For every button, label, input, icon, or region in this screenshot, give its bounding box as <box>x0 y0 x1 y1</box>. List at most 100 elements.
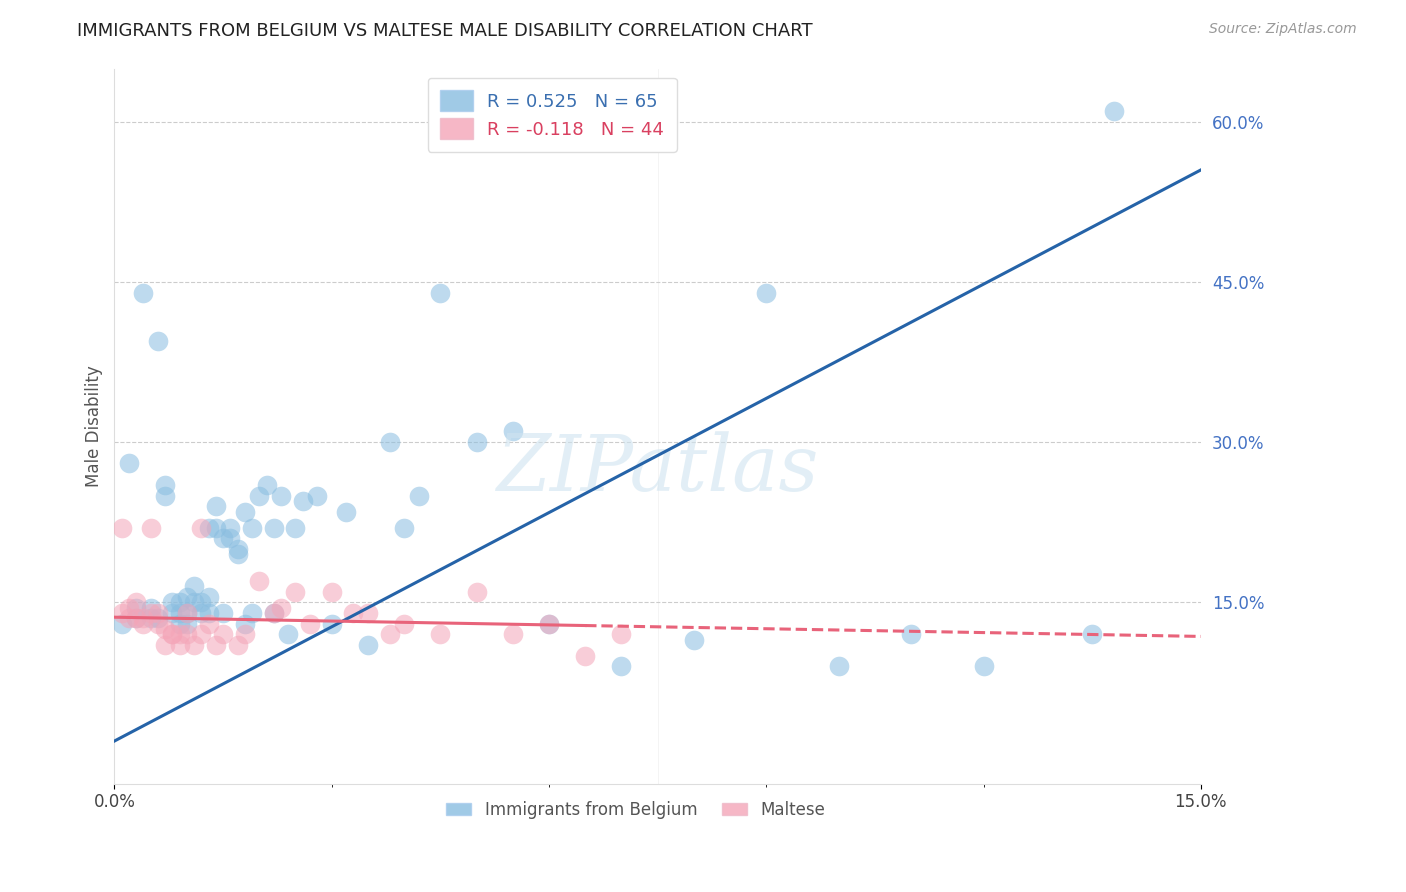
Point <box>429 627 451 641</box>
Point <box>169 638 191 652</box>
Point <box>153 638 176 652</box>
Point <box>233 504 256 518</box>
Point <box>139 520 162 534</box>
Point <box>176 616 198 631</box>
Point <box>190 627 212 641</box>
Point <box>176 590 198 604</box>
Point <box>357 606 380 620</box>
Point <box>357 638 380 652</box>
Point <box>169 627 191 641</box>
Point <box>146 616 169 631</box>
Text: IMMIGRANTS FROM BELGIUM VS MALTESE MALE DISABILITY CORRELATION CHART: IMMIGRANTS FROM BELGIUM VS MALTESE MALE … <box>77 22 813 40</box>
Point <box>139 611 162 625</box>
Point <box>1102 104 1125 119</box>
Point <box>408 489 430 503</box>
Point <box>240 606 263 620</box>
Point <box>169 595 191 609</box>
Point <box>465 584 488 599</box>
Point <box>537 616 560 631</box>
Point <box>828 659 851 673</box>
Point <box>682 632 704 647</box>
Point <box>321 584 343 599</box>
Point <box>111 616 134 631</box>
Point <box>204 499 226 513</box>
Point <box>204 520 226 534</box>
Point <box>118 600 141 615</box>
Point <box>146 606 169 620</box>
Point <box>153 622 176 636</box>
Point <box>146 334 169 348</box>
Point <box>263 606 285 620</box>
Point <box>111 606 134 620</box>
Point <box>321 616 343 631</box>
Point <box>465 435 488 450</box>
Point <box>190 606 212 620</box>
Point <box>378 627 401 641</box>
Point <box>284 584 307 599</box>
Point <box>132 285 155 300</box>
Point <box>176 627 198 641</box>
Point <box>342 606 364 620</box>
Point <box>111 520 134 534</box>
Point <box>190 595 212 609</box>
Point <box>118 611 141 625</box>
Point <box>307 489 329 503</box>
Point <box>1081 627 1104 641</box>
Point <box>212 606 235 620</box>
Point <box>197 520 219 534</box>
Point <box>125 611 148 625</box>
Point <box>153 489 176 503</box>
Point <box>226 638 249 652</box>
Point <box>233 616 256 631</box>
Point <box>256 478 278 492</box>
Point <box>298 616 321 631</box>
Point <box>219 520 242 534</box>
Point <box>240 520 263 534</box>
Point <box>197 606 219 620</box>
Point <box>162 627 184 641</box>
Point <box>139 606 162 620</box>
Legend: Immigrants from Belgium, Maltese: Immigrants from Belgium, Maltese <box>440 794 832 825</box>
Point <box>392 520 415 534</box>
Point <box>270 600 292 615</box>
Point <box>233 627 256 641</box>
Point <box>537 616 560 631</box>
Point <box>502 425 524 439</box>
Point <box>973 659 995 673</box>
Point <box>755 285 778 300</box>
Point <box>190 520 212 534</box>
Point <box>176 606 198 620</box>
Point <box>574 648 596 663</box>
Point <box>610 627 633 641</box>
Point <box>277 627 299 641</box>
Point <box>392 616 415 631</box>
Point <box>204 638 226 652</box>
Point <box>219 531 242 545</box>
Text: ZIPatlas: ZIPatlas <box>496 431 818 508</box>
Point <box>125 611 148 625</box>
Point <box>263 520 285 534</box>
Point <box>162 595 184 609</box>
Point <box>429 285 451 300</box>
Point <box>162 606 184 620</box>
Point <box>125 595 148 609</box>
Point <box>291 493 314 508</box>
Point <box>247 489 270 503</box>
Point <box>378 435 401 450</box>
Point <box>183 595 205 609</box>
Point <box>153 478 176 492</box>
Point <box>212 627 235 641</box>
Point <box>212 531 235 545</box>
Point <box>169 606 191 620</box>
Point <box>610 659 633 673</box>
Point <box>176 606 198 620</box>
Point <box>139 600 162 615</box>
Point <box>197 590 219 604</box>
Point <box>335 504 357 518</box>
Point <box>132 611 155 625</box>
Point <box>263 606 285 620</box>
Point <box>118 457 141 471</box>
Point <box>183 579 205 593</box>
Point <box>270 489 292 503</box>
Text: Source: ZipAtlas.com: Source: ZipAtlas.com <box>1209 22 1357 37</box>
